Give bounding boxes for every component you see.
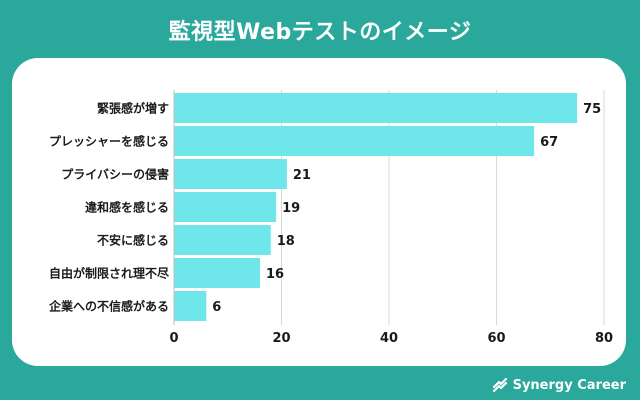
category-label: 違和感を感じる bbox=[85, 200, 169, 215]
bar bbox=[174, 159, 287, 189]
value-label: 18 bbox=[277, 234, 295, 249]
x-tick-label: 40 bbox=[380, 331, 398, 346]
value-label: 67 bbox=[540, 135, 558, 150]
page-title: 監視型Webテストのイメージ bbox=[168, 20, 472, 45]
x-tick-label: 60 bbox=[487, 331, 505, 346]
category-label: 緊張感が増す bbox=[97, 101, 169, 116]
x-tick-label: 0 bbox=[169, 331, 178, 346]
category-label: 企業への不信感がある bbox=[48, 299, 169, 314]
x-tick-label: 80 bbox=[595, 331, 613, 346]
bar bbox=[174, 192, 277, 222]
value-label: 21 bbox=[293, 168, 311, 183]
value-label: 19 bbox=[282, 201, 300, 216]
category-label: プライバシーの侵害 bbox=[61, 167, 169, 182]
bar bbox=[174, 258, 260, 288]
bar bbox=[174, 93, 578, 123]
logo-icon bbox=[492, 377, 507, 393]
category-label: 不安に感じる bbox=[97, 233, 169, 248]
brand-name: Synergy Career bbox=[512, 377, 626, 393]
bar bbox=[174, 126, 535, 156]
category-label: 自由が制限され理不尽 bbox=[49, 266, 170, 281]
x-tick-label: 20 bbox=[272, 331, 290, 346]
bar bbox=[174, 291, 207, 321]
bar bbox=[174, 225, 271, 255]
category-label: プレッシャーを感じる bbox=[49, 134, 169, 149]
value-label: 75 bbox=[583, 102, 601, 117]
brand-logo: Synergy Career bbox=[492, 377, 626, 393]
value-label: 6 bbox=[212, 300, 221, 315]
value-label: 16 bbox=[266, 267, 284, 282]
